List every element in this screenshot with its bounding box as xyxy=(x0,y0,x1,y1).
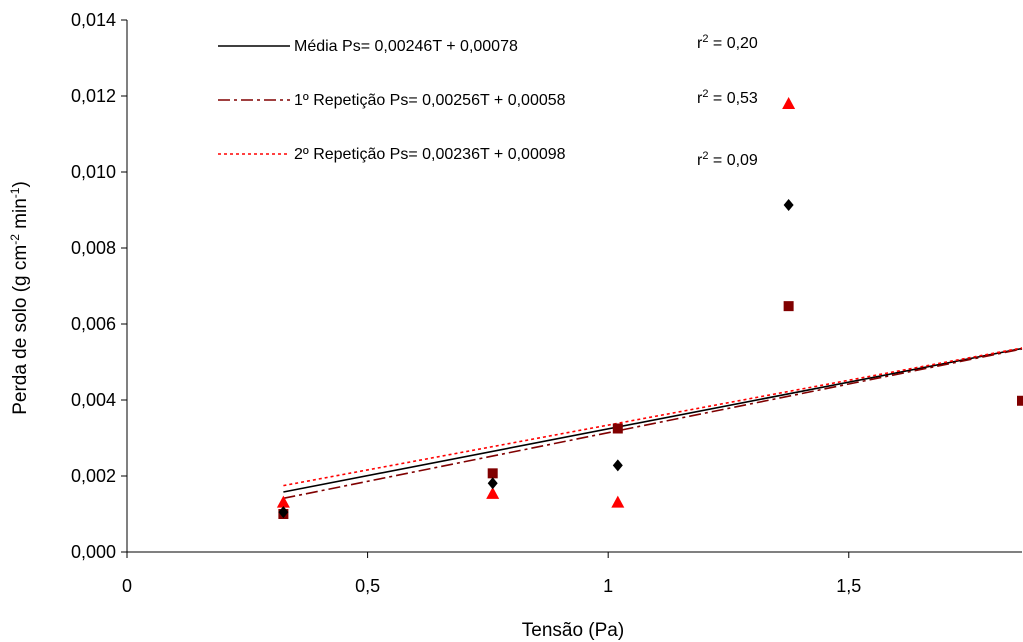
r2-annotation: r2 = 0,09 xyxy=(697,150,758,169)
y-tick-label: 0,012 xyxy=(71,86,116,106)
y-tick-label: 0,008 xyxy=(71,238,116,258)
fit-line-2 xyxy=(283,347,1023,487)
x-axis-title: Tensão (Pa) xyxy=(522,620,624,641)
data-point-square xyxy=(783,301,794,312)
legend-label: 2º Repetição Ps= 0,00236T + 0,00098 xyxy=(294,146,566,163)
data-point-diamond xyxy=(612,459,623,472)
axes: 0,000 0,002 0,004 0,006 0,008 0,010 0,012 0,014… xyxy=(71,10,1022,596)
data-points xyxy=(276,96,1023,519)
data-point-square xyxy=(487,468,498,479)
x-tick-label: 1 xyxy=(603,576,613,596)
y-tick-label: 0,002 xyxy=(71,466,116,486)
y-axis-title: Perda de solo (g cm-2 min-1) xyxy=(8,181,31,415)
data-point-square xyxy=(1017,395,1023,406)
data-point-square xyxy=(612,423,623,434)
y-tick-label: 0,014 xyxy=(71,10,116,30)
x-tick-label: 0 xyxy=(122,576,132,596)
y-tick-label: 0,004 xyxy=(71,390,116,410)
data-point-triangle xyxy=(782,96,796,109)
legend-label: 1º Repetição Ps= 0,00256T + 0,00058 xyxy=(294,92,566,109)
r2-annotation: r2 = 0,20 xyxy=(697,33,758,52)
fit-lines xyxy=(283,347,1023,500)
x-tick-label: 1,5 xyxy=(836,576,861,596)
data-point-diamond xyxy=(278,506,289,519)
data-point-diamond xyxy=(487,477,498,490)
data-point-triangle xyxy=(486,486,500,499)
y-tick-label: 0,000 xyxy=(71,542,116,562)
r2-labels: r2 = 0,20 r2 = 0,53 r2 = 0,09 xyxy=(697,33,758,169)
data-point-diamond xyxy=(783,199,794,212)
y-tick-label: 0,010 xyxy=(71,162,116,182)
legend-label: Média Ps= 0,00246T + 0,00078 xyxy=(294,38,518,55)
fit-line-1 xyxy=(283,348,1023,500)
fit-line-0 xyxy=(283,347,1023,493)
x-tick-label: 0,5 xyxy=(355,576,380,596)
r2-annotation: r2 = 0,53 xyxy=(697,88,758,107)
legend: Média Ps= 0,00246T + 0,00078 1º Repetição… xyxy=(218,38,566,163)
data-point-triangle xyxy=(276,495,290,508)
y-tick-label: 0,006 xyxy=(71,314,116,334)
data-point-triangle xyxy=(611,495,625,508)
